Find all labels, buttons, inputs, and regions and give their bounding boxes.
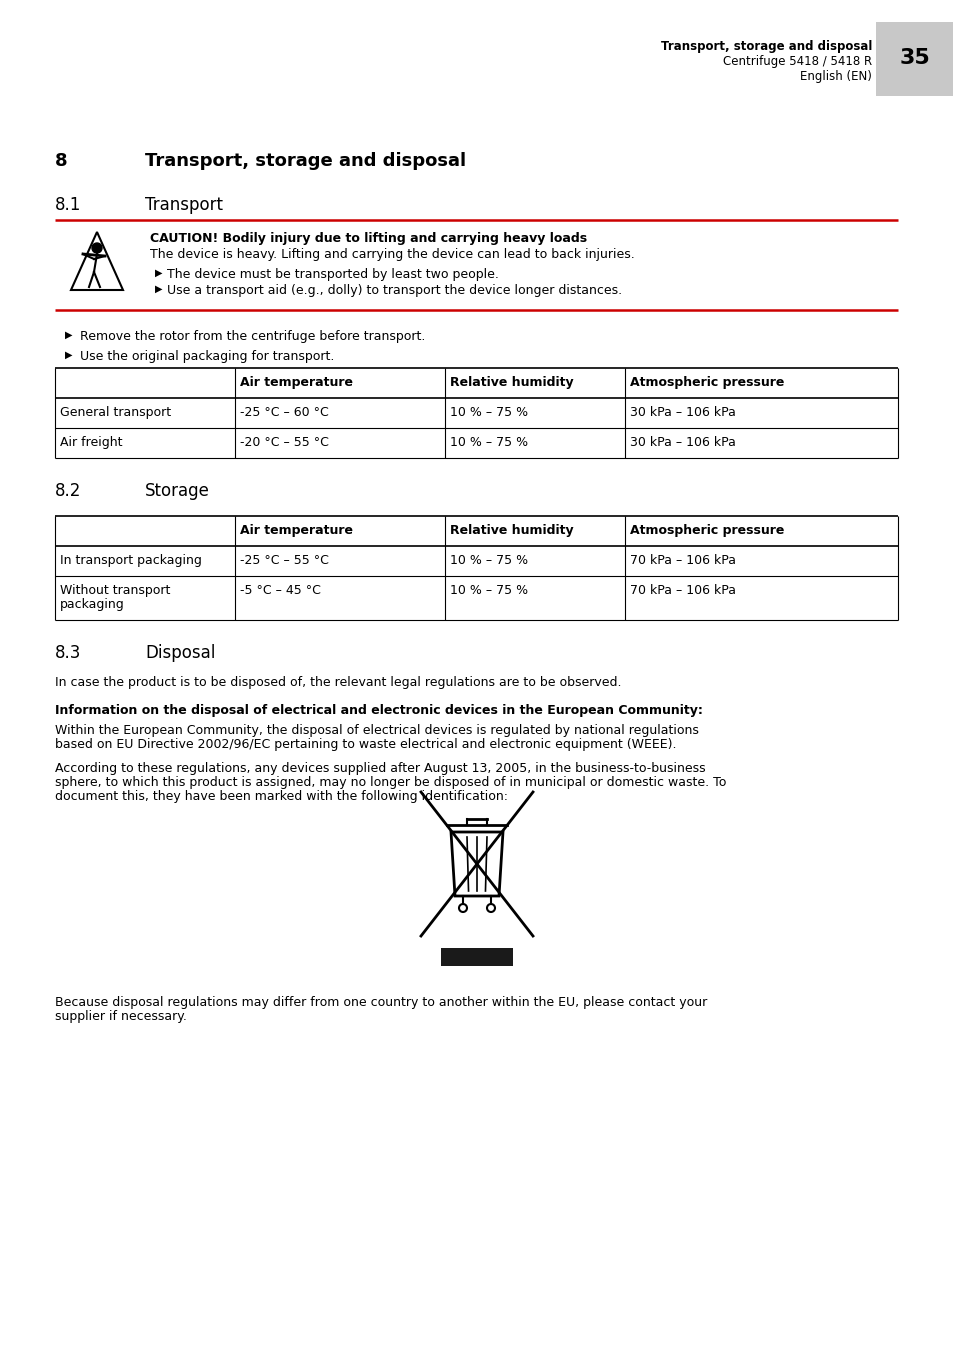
Text: 35: 35 <box>899 49 929 68</box>
Text: 10 % – 75 %: 10 % – 75 % <box>450 436 528 450</box>
Text: 8.2: 8.2 <box>55 482 81 500</box>
Text: 10 % – 75 %: 10 % – 75 % <box>450 406 528 418</box>
Text: Atmospheric pressure: Atmospheric pressure <box>629 377 783 389</box>
Text: Use the original packaging for transport.: Use the original packaging for transport… <box>80 350 334 363</box>
Text: Air temperature: Air temperature <box>240 524 353 537</box>
Text: based on EU Directive 2002/96/EC pertaining to waste electrical and electronic e: based on EU Directive 2002/96/EC pertain… <box>55 738 676 751</box>
Text: 70 kPa – 106 kPa: 70 kPa – 106 kPa <box>629 585 735 597</box>
Text: Relative humidity: Relative humidity <box>450 524 573 537</box>
Text: Centrifuge 5418 / 5418 R: Centrifuge 5418 / 5418 R <box>722 55 871 68</box>
Text: ▶: ▶ <box>65 350 72 360</box>
Text: Information on the disposal of electrical and electronic devices in the European: Information on the disposal of electrica… <box>55 703 702 717</box>
Text: In transport packaging: In transport packaging <box>60 554 202 567</box>
Text: CAUTION! Bodily injury due to lifting and carrying heavy loads: CAUTION! Bodily injury due to lifting an… <box>150 232 586 244</box>
Text: Disposal: Disposal <box>145 644 215 662</box>
Text: Transport, storage and disposal: Transport, storage and disposal <box>659 40 871 53</box>
Text: document this, they have been marked with the following identification:: document this, they have been marked wit… <box>55 790 507 803</box>
Text: supplier if necessary.: supplier if necessary. <box>55 1010 187 1023</box>
Text: 30 kPa – 106 kPa: 30 kPa – 106 kPa <box>629 436 735 450</box>
Bar <box>875 22 953 96</box>
Text: Relative humidity: Relative humidity <box>450 377 573 389</box>
Text: 30 kPa – 106 kPa: 30 kPa – 106 kPa <box>629 406 735 418</box>
Text: Use a transport aid (e.g., dolly) to transport the device longer distances.: Use a transport aid (e.g., dolly) to tra… <box>167 284 621 297</box>
Text: ▶: ▶ <box>154 269 162 278</box>
Text: Remove the rotor from the centrifuge before transport.: Remove the rotor from the centrifuge bef… <box>80 329 425 343</box>
Text: Within the European Community, the disposal of electrical devices is regulated b: Within the European Community, the dispo… <box>55 724 699 737</box>
Text: Atmospheric pressure: Atmospheric pressure <box>629 524 783 537</box>
Text: -5 °C – 45 °C: -5 °C – 45 °C <box>240 585 320 597</box>
Text: 8: 8 <box>55 153 68 170</box>
Text: -20 °C – 55 °C: -20 °C – 55 °C <box>240 436 329 450</box>
Text: In case the product is to be disposed of, the relevant legal regulations are to : In case the product is to be disposed of… <box>55 676 620 688</box>
Text: 70 kPa – 106 kPa: 70 kPa – 106 kPa <box>629 554 735 567</box>
Text: Storage: Storage <box>145 482 210 500</box>
Text: packaging: packaging <box>60 598 125 612</box>
Text: ▶: ▶ <box>154 284 162 294</box>
Text: General transport: General transport <box>60 406 171 418</box>
Text: 8.3: 8.3 <box>55 644 81 662</box>
Text: Air temperature: Air temperature <box>240 377 353 389</box>
Text: Without transport: Without transport <box>60 585 171 597</box>
Text: English (EN): English (EN) <box>800 70 871 82</box>
Text: Transport, storage and disposal: Transport, storage and disposal <box>145 153 466 170</box>
Text: -25 °C – 55 °C: -25 °C – 55 °C <box>240 554 329 567</box>
Text: 8.1: 8.1 <box>55 196 81 215</box>
Bar <box>440 948 513 967</box>
Text: ▶: ▶ <box>65 329 72 340</box>
Text: The device is heavy. Lifting and carrying the device can lead to back injuries.: The device is heavy. Lifting and carryin… <box>150 248 634 261</box>
Text: According to these regulations, any devices supplied after August 13, 2005, in t: According to these regulations, any devi… <box>55 761 705 775</box>
Text: Air freight: Air freight <box>60 436 122 450</box>
Circle shape <box>91 243 102 252</box>
Text: Transport: Transport <box>145 196 223 215</box>
Text: sphere, to which this product is assigned, may no longer be disposed of in munic: sphere, to which this product is assigne… <box>55 776 725 788</box>
Text: -25 °C – 60 °C: -25 °C – 60 °C <box>240 406 329 418</box>
Text: 10 % – 75 %: 10 % – 75 % <box>450 585 528 597</box>
Text: Because disposal regulations may differ from one country to another within the E: Because disposal regulations may differ … <box>55 996 706 1008</box>
Text: The device must be transported by least two people.: The device must be transported by least … <box>167 269 498 281</box>
Text: 10 % – 75 %: 10 % – 75 % <box>450 554 528 567</box>
